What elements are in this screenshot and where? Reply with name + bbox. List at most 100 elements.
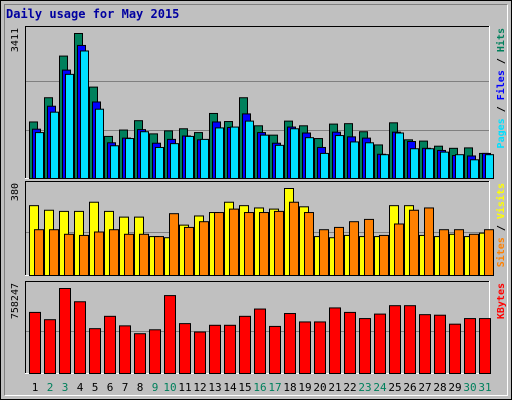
- bar-kbytes: [329, 307, 341, 375]
- legend-files: Files: [495, 70, 507, 100]
- legend-visits: Visits: [495, 183, 507, 219]
- bar-sites: [94, 231, 104, 276]
- bar-kbytes: [374, 313, 386, 374]
- bar-kbytes: [434, 314, 446, 374]
- bar-sites: [259, 212, 269, 276]
- day-label: 20: [313, 381, 326, 394]
- bar-kbytes: [284, 313, 296, 375]
- volume-max-label: 758247: [10, 283, 21, 319]
- day-label: 13: [208, 381, 221, 394]
- bar-sites: [424, 207, 434, 276]
- bar-kbytes: [209, 324, 221, 375]
- bar-sites: [454, 229, 464, 276]
- day-label: 16: [253, 381, 266, 394]
- bar-pages: [335, 135, 344, 180]
- bar-pages: [455, 154, 464, 180]
- bar-kbytes: [449, 323, 461, 374]
- legend-separator: /: [496, 52, 507, 70]
- legend-pages: Pages: [496, 118, 507, 148]
- bar-pages: [395, 132, 404, 179]
- bar-pages: [260, 134, 269, 179]
- day-label: 2: [47, 381, 54, 394]
- bar-kbytes: [29, 311, 41, 374]
- bar-sites: [214, 212, 224, 276]
- day-label: 30: [463, 381, 476, 394]
- bar-pages: [365, 142, 374, 179]
- bar-sites: [154, 236, 164, 276]
- bar-pages: [440, 151, 449, 179]
- bar-sites: [439, 229, 449, 276]
- bar-sites: [409, 209, 419, 276]
- bar-pages: [350, 141, 359, 179]
- day-label: 8: [137, 381, 144, 394]
- bar-sites: [139, 233, 149, 276]
- bar-kbytes: [74, 301, 86, 374]
- bar-sites: [394, 223, 404, 277]
- visitors-panel: 380 Sites / Visits: [10, 181, 507, 277]
- bar-kbytes: [59, 288, 71, 374]
- bar-kbytes: [179, 323, 191, 375]
- bar-sites: [379, 234, 389, 276]
- bar-kbytes: [194, 331, 206, 374]
- legend-sites: Sites: [495, 237, 507, 267]
- bar-kbytes: [479, 318, 491, 375]
- bar-pages: [215, 127, 224, 179]
- bar-pages: [245, 120, 254, 179]
- day-label: 27: [418, 381, 431, 394]
- bar-pages: [410, 148, 419, 180]
- bar-kbytes: [119, 325, 131, 374]
- visitors-max-label: 380: [10, 183, 21, 201]
- bar-kbytes: [299, 321, 311, 374]
- bar-pages: [305, 137, 314, 180]
- day-label: 22: [343, 381, 356, 394]
- bar-kbytes: [164, 295, 176, 374]
- bar-sites: [199, 221, 209, 277]
- bar-kbytes: [389, 305, 401, 374]
- bar-sites: [184, 226, 194, 276]
- day-label: 28: [433, 381, 446, 394]
- bar-kbytes: [344, 311, 356, 374]
- bar-kbytes: [44, 319, 56, 375]
- bar-sites: [274, 210, 284, 276]
- day-label: 4: [77, 381, 84, 394]
- day-label: 15: [238, 381, 251, 394]
- requests-max-label: 3411: [10, 28, 21, 52]
- bar-sites: [124, 233, 134, 276]
- bar-kbytes: [404, 305, 416, 374]
- day-label: 9: [152, 381, 159, 394]
- day-label: 5: [92, 381, 99, 394]
- bar-sites: [364, 218, 374, 277]
- bar-sites: [304, 212, 314, 276]
- bar-sites: [109, 229, 119, 276]
- day-label: 17: [268, 381, 281, 394]
- bar-pages: [35, 132, 44, 179]
- volume-legend: KBytes: [496, 283, 507, 319]
- day-label: 12: [193, 381, 206, 394]
- bar-sites: [484, 229, 494, 276]
- legend-kbytes: KBytes: [496, 283, 507, 319]
- bar-sites: [289, 201, 299, 277]
- day-label: 21: [328, 381, 341, 394]
- bar-kbytes: [149, 329, 161, 374]
- bar-pages: [290, 128, 299, 180]
- bar-kbytes: [314, 321, 326, 374]
- day-label: 1: [32, 381, 39, 394]
- bar-sites: [229, 208, 239, 277]
- bar-sites: [169, 213, 179, 276]
- requests-legend: Pages / Files / Hits: [495, 28, 507, 148]
- bar-sites: [244, 212, 254, 276]
- legend-hits: Hits: [495, 28, 507, 52]
- day-label: 31: [478, 381, 491, 394]
- bar-pages: [170, 143, 179, 179]
- day-label: 24: [373, 381, 387, 394]
- day-label: 29: [448, 381, 461, 394]
- bar-pages: [95, 108, 104, 179]
- bar-pages: [140, 131, 149, 179]
- bar-pages: [470, 159, 479, 179]
- bar-kbytes: [134, 333, 146, 374]
- bar-sites: [319, 229, 329, 276]
- bar-kbytes: [269, 325, 281, 375]
- volume-panel: 758247 KBytes: [10, 281, 507, 375]
- bar-pages: [50, 111, 59, 179]
- legend-separator: /: [496, 100, 507, 118]
